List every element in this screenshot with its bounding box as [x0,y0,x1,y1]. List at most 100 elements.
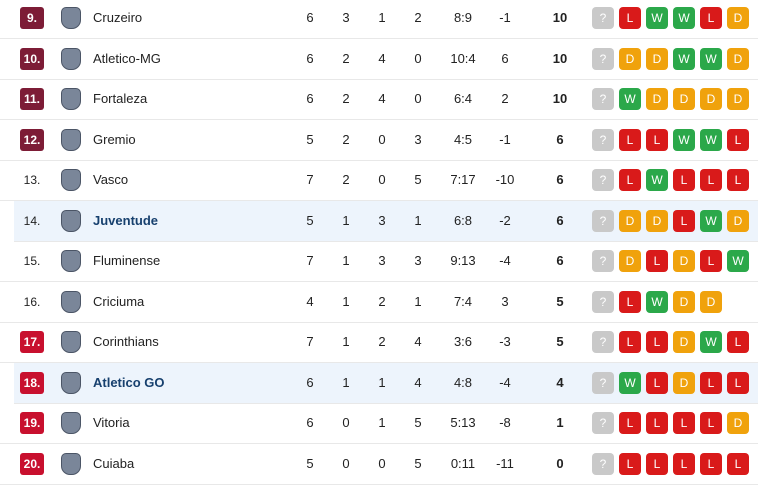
points: 4 [556,374,564,390]
form-badge: L [727,452,749,475]
diff: -1 [499,10,511,25]
lost: 0 [414,91,422,106]
team-logo [61,331,81,353]
form-badge: D [673,331,695,353]
form-badge: L [673,169,695,191]
form-badge: W [727,250,749,272]
rank: 12. [20,128,44,151]
diff: 2 [501,91,509,106]
team-name: Atletico GO [93,374,165,390]
drawn: 3 [378,253,386,268]
form-badge: L [727,371,749,394]
form-badge: W [646,290,668,313]
diff: -4 [499,374,511,390]
form-badge: D [727,88,749,110]
played: 7 [306,172,314,187]
form-badge: L [619,412,641,434]
team-name: Juventude [93,212,159,228]
points: 10 [552,50,568,66]
form-badge: L [646,331,668,353]
played: 5 [306,455,314,471]
played: 6 [306,10,314,25]
played: 7 [306,253,314,268]
goals: 6:4 [453,91,473,106]
played: 5 [306,131,314,147]
form-badge: ? [592,209,614,232]
team-logo [61,169,81,191]
played: 6 [306,50,314,66]
diff: 3 [501,293,509,309]
table-row: 19. Vitoria 6 0 1 5 5:13 -8 1? L L L L D [0,403,758,444]
rank: 20. [20,452,44,475]
form-badge: W [700,47,722,70]
form-badge: W [619,88,641,110]
drawn: 1 [378,374,386,390]
form-badge: L [646,452,668,475]
form-badge: W [646,7,668,29]
lost: 3 [414,131,422,147]
drawn: 2 [378,334,386,349]
lost: 5 [414,172,422,187]
drawn: 0 [378,131,386,147]
table-row: 17. Corinthians 7 1 2 4 3:6 -3 5? L L D W L [0,322,758,363]
lost: 1 [414,212,422,228]
form-badge: W [619,371,641,394]
form-badge: ? [592,371,614,394]
goals: 4:5 [453,131,473,147]
won: 1 [342,293,350,309]
drawn: 4 [378,50,386,66]
form-badge: D [727,7,749,29]
form-badge: L [619,169,641,191]
diff: -4 [499,253,511,268]
form-badge: D [619,47,641,70]
goals: 4:8 [453,374,473,390]
form-badge: ? [592,250,614,272]
points: 1 [556,415,564,430]
lost: 4 [414,334,422,349]
form-badge: L [700,371,722,394]
form-badge: L [646,371,668,394]
diff: -3 [499,334,511,349]
team-logo [61,47,81,70]
form-badge: D [619,209,641,232]
points: 6 [556,212,564,228]
points: 10 [552,91,568,106]
team-name: Vitoria [93,415,130,430]
points: 5 [556,293,564,309]
rank: 9. [20,7,44,29]
played: 6 [306,415,314,430]
rank: 13. [23,173,41,187]
points: 6 [556,131,564,147]
form-badge: D [673,88,695,110]
won: 2 [342,131,350,147]
form-badge: L [673,452,695,475]
team-logo [61,128,81,151]
form-badge: L [700,412,722,434]
lost: 5 [414,455,422,471]
form-badge: ? [592,412,614,434]
rank: 14. [23,213,41,228]
lost: 5 [414,415,422,430]
form-badge: D [646,47,668,70]
diff: -2 [499,212,511,228]
table-row: 16. Criciuma 4 1 2 1 7:4 3 5? L W D D [0,282,758,323]
rank: 18. [20,371,44,394]
rank: 19. [20,412,44,434]
won: 2 [342,172,350,187]
goals: 0:11 [450,455,476,471]
goals: 3:6 [453,334,473,349]
diff: -1 [499,131,511,147]
form-badge: D [673,290,695,313]
won: 3 [342,10,350,25]
team-name: Criciuma [93,293,145,309]
played: 6 [306,374,314,390]
form-badge: ? [592,47,614,70]
drawn: 2 [378,293,386,309]
form-badge: D [727,47,749,70]
won: 2 [342,50,350,66]
form-badge: D [700,88,722,110]
form-badge: L [700,7,722,29]
team-name: Fortaleza [93,91,148,106]
drawn: 1 [378,415,386,430]
